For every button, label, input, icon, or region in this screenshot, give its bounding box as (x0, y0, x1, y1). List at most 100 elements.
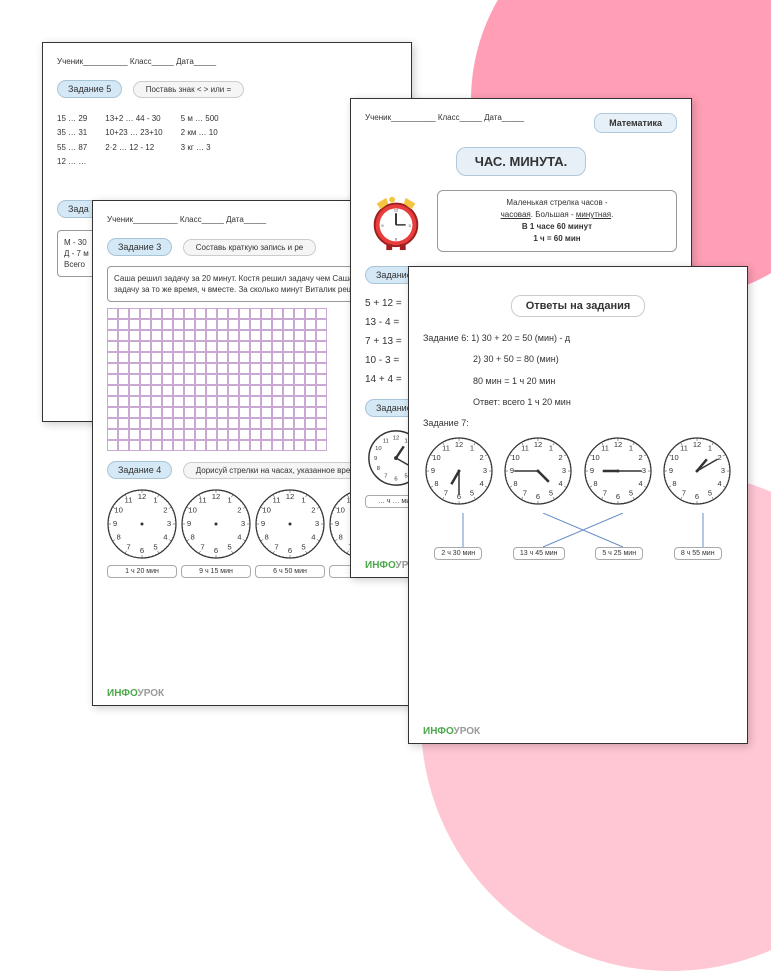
svg-text:11: 11 (199, 496, 207, 505)
task5-label: Задание 5 (57, 80, 122, 98)
svg-text:7: 7 (126, 543, 130, 552)
student-field: Ученик__________ (107, 215, 178, 224)
logo-p1: ИНФО (365, 560, 395, 571)
clock-icon: 123456789101112 (255, 489, 325, 559)
svg-text:12: 12 (286, 492, 295, 501)
svg-text:5: 5 (301, 543, 305, 552)
clock-icon: 123456789101112 (107, 489, 177, 559)
svg-text:7: 7 (682, 489, 686, 498)
top-row: Ученик__________ Класс_____ Дата_____ Ма… (365, 113, 677, 133)
logo: ИНФОУРОК (423, 726, 480, 737)
cmp: 3 кг … 3 (181, 141, 219, 155)
ans-l2: 2) 30 + 50 = 80 (мин) (423, 352, 733, 367)
svg-text:11: 11 (442, 444, 450, 453)
info-box: Маленькая стрелка часов - часовая. Больш… (437, 190, 677, 252)
svg-text:12: 12 (455, 440, 463, 449)
class-field: Класс_____ (180, 215, 224, 224)
class-field: Класс_____ (438, 113, 482, 122)
svg-text:10: 10 (512, 453, 520, 462)
svg-text:2: 2 (237, 506, 241, 515)
svg-text:5: 5 (708, 489, 712, 498)
svg-text:8: 8 (673, 479, 677, 488)
svg-text:3: 3 (241, 519, 245, 528)
compare-columns: 15 … 29 35 … 31 55 … 87 12 … … 13+2 … 44… (57, 112, 397, 170)
svg-text:2: 2 (163, 506, 167, 515)
svg-text:9: 9 (335, 519, 339, 528)
clock-item: 123456789101112 (504, 437, 572, 507)
svg-text:3: 3 (167, 519, 171, 528)
svg-text:6: 6 (395, 236, 397, 241)
date-field: Дата_____ (176, 57, 216, 66)
svg-text:5: 5 (470, 489, 474, 498)
svg-text:3: 3 (483, 466, 487, 475)
clock-item: 123456789101112 (425, 437, 493, 507)
svg-text:5: 5 (549, 489, 553, 498)
svg-text:8: 8 (377, 466, 380, 472)
cmp: 15 … 29 (57, 112, 87, 126)
svg-text:8: 8 (190, 533, 194, 542)
subject: Математика (594, 113, 677, 133)
svg-text:6: 6 (214, 546, 218, 555)
svg-text:8: 8 (434, 479, 438, 488)
svg-text:1: 1 (301, 496, 305, 505)
clock-icon: 123456789101112 (504, 437, 572, 505)
cmp: 10+23 … 23+10 (105, 126, 162, 140)
svg-text:10: 10 (375, 446, 381, 452)
col2: 13+2 … 44 - 30 10+23 … 23+10 2·2 … 12 - … (105, 112, 162, 170)
svg-text:1: 1 (470, 444, 474, 453)
task3-label: Задание 3 (107, 238, 172, 256)
svg-text:10: 10 (432, 453, 440, 462)
svg-text:12: 12 (212, 492, 221, 501)
cmp: 13+2 … 44 - 30 (105, 112, 162, 126)
clock-label: 6 ч 50 мин (255, 565, 325, 578)
clock-item: 123456789101112 (663, 437, 731, 507)
svg-text:1: 1 (549, 444, 553, 453)
svg-text:11: 11 (125, 496, 133, 505)
svg-text:9: 9 (590, 466, 594, 475)
svg-text:9: 9 (669, 466, 673, 475)
connect-lines (423, 513, 733, 543)
svg-text:11: 11 (273, 496, 281, 505)
cmp: 55 … 87 (57, 141, 87, 155)
clock-item: 123456789101112 1 ч 20 мин (107, 489, 177, 578)
ans-l3: 80 мин = 1 ч 20 мин (423, 374, 733, 389)
svg-text:1: 1 (227, 496, 231, 505)
svg-text:6: 6 (394, 476, 397, 482)
svg-text:12: 12 (138, 492, 147, 501)
svg-text:3: 3 (721, 466, 725, 475)
svg-text:8: 8 (264, 533, 268, 542)
svg-text:11: 11 (521, 444, 529, 453)
svg-text:5: 5 (153, 543, 157, 552)
svg-text:12: 12 (614, 440, 622, 449)
svg-text:6: 6 (695, 492, 699, 501)
header-line: Ученик__________ Класс_____ Дата_____ (57, 57, 397, 66)
logo-p2: УРОК (453, 726, 480, 737)
info-l3: В 1 часе 60 минут (444, 221, 670, 233)
svg-text:1: 1 (153, 496, 157, 505)
task4-label: Задание 4 (107, 461, 172, 479)
col1: 15 … 29 35 … 31 55 … 87 12 … … (57, 112, 87, 170)
info-l1: Маленькая стрелка часов - (444, 197, 670, 209)
svg-text:7: 7 (603, 489, 607, 498)
clock-icon: 123456789101112 (181, 489, 251, 559)
svg-text:4: 4 (311, 533, 316, 542)
svg-text:4: 4 (163, 533, 168, 542)
svg-text:2: 2 (718, 453, 722, 462)
svg-text:10: 10 (671, 453, 679, 462)
svg-text:8: 8 (338, 533, 342, 542)
cmp: 12 … … (57, 155, 87, 169)
cmp: 35 … 31 (57, 126, 87, 140)
svg-text:2: 2 (638, 453, 642, 462)
ans-l1: Задание 6: 1) 30 + 20 = 50 (мин) - д (423, 331, 733, 346)
svg-text:3: 3 (562, 466, 566, 475)
svg-text:2: 2 (311, 506, 315, 515)
answer-clocks: 123456789101112 123456789101112 12345678… (423, 437, 733, 507)
svg-text:6: 6 (288, 546, 292, 555)
svg-text:10: 10 (591, 453, 599, 462)
logo-p2: УРОК (137, 688, 164, 699)
svg-text:10: 10 (188, 506, 197, 515)
svg-text:11: 11 (680, 444, 688, 453)
svg-text:2: 2 (559, 453, 563, 462)
cmp: 2 км … 10 (181, 126, 219, 140)
cross-lines-icon (423, 513, 743, 553)
